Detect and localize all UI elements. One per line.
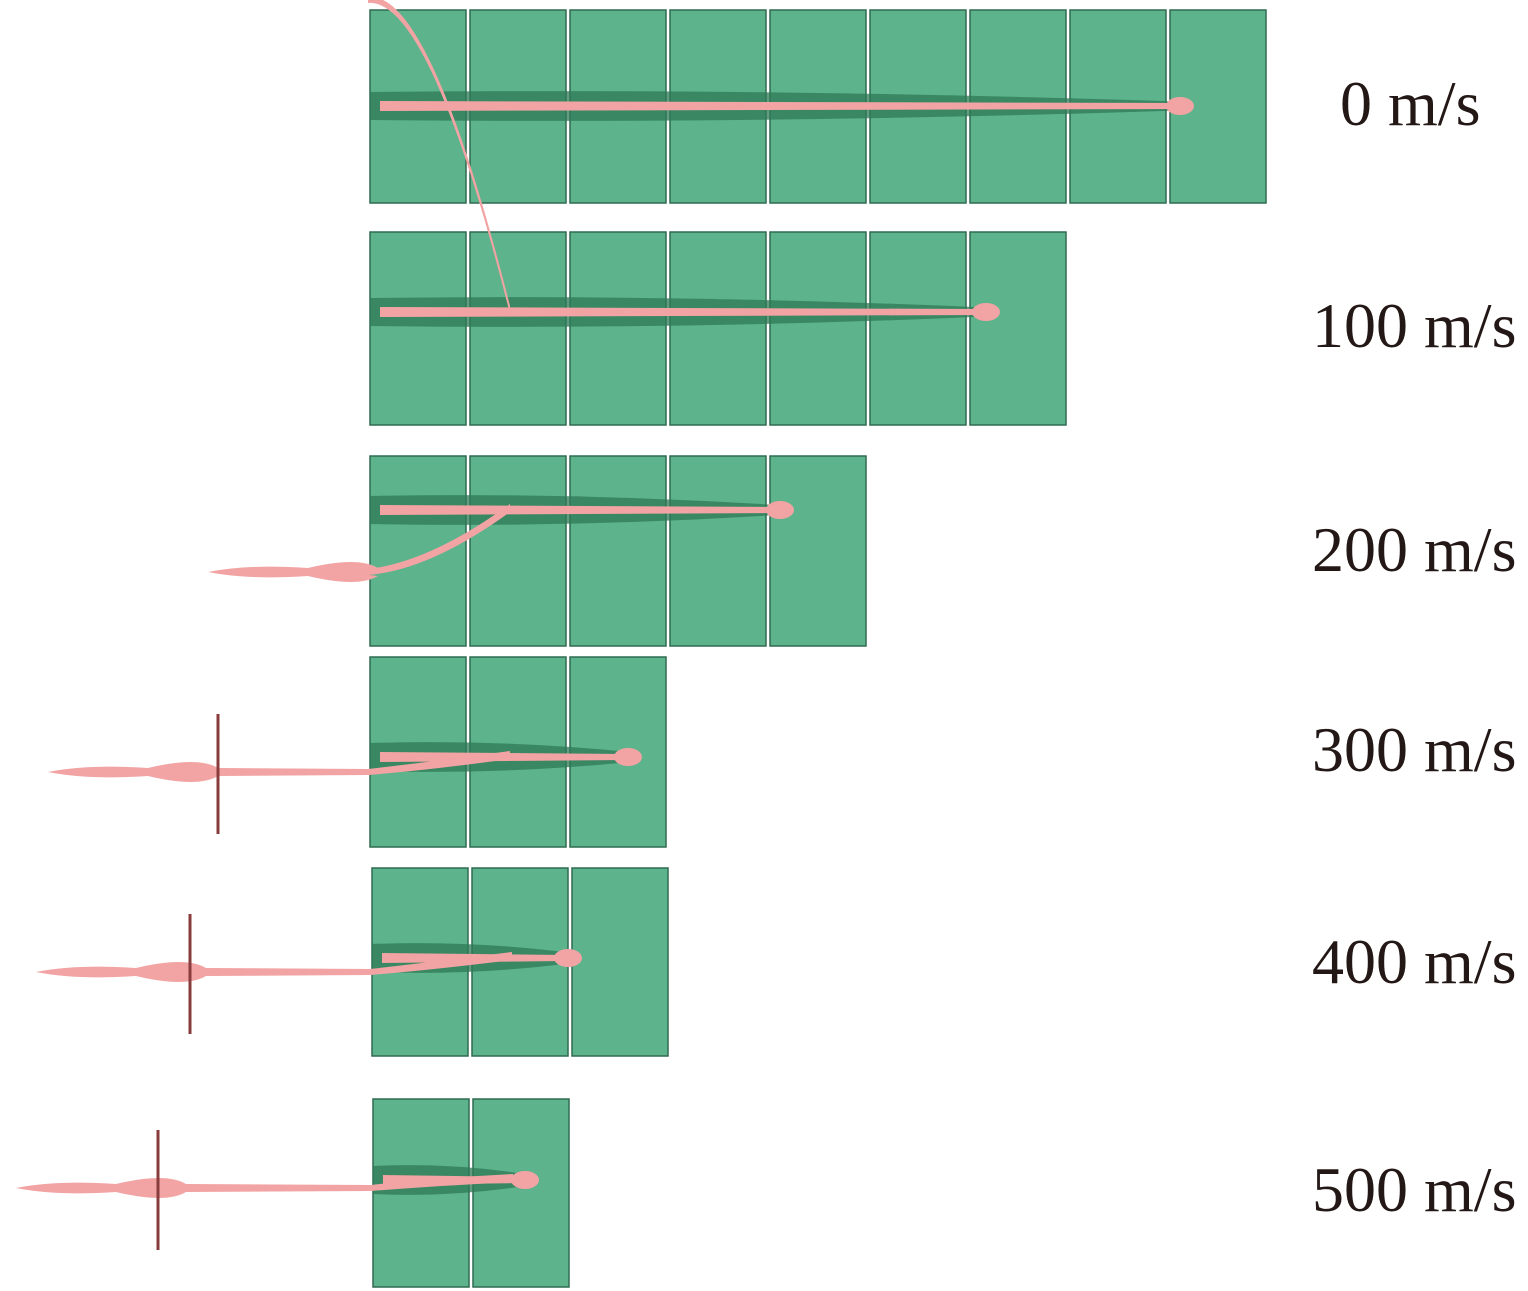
jet-tip [511,1171,539,1189]
jet-tip [554,949,582,967]
panel-0 [369,9,1267,204]
jet-outer [36,962,372,982]
jet-ramp [368,751,510,775]
target-plate [369,231,467,426]
target-plate [369,455,467,647]
jet-outer [208,562,378,582]
speed-label-300: 300 m/s [1312,714,1517,785]
jet-tip [1166,97,1194,115]
target-plate [569,455,667,647]
target-plate [669,455,767,647]
jet-core [380,101,1189,111]
jet-ramp [371,1174,513,1191]
target-plate [472,1098,570,1288]
target-plate [869,231,967,426]
target-plate [769,455,867,647]
jet-tip [972,303,1000,321]
jet-tip [766,501,794,519]
panel-4 [36,867,669,1057]
target-plate [469,231,567,426]
panel-3 [48,656,667,848]
panel-1 [368,0,1067,426]
speed-label-0: 0 m/s [1340,68,1481,139]
panel-5 [16,1098,570,1288]
jet-ramp [368,504,510,575]
jet-outer [16,1178,373,1198]
target-plate [669,231,767,426]
jet-core [380,307,995,317]
speed-label-400: 400 m/s [1312,926,1517,997]
speed-label-200: 200 m/s [1312,514,1517,585]
target-plate [969,231,1067,426]
speed-label-100: 100 m/s [1312,290,1517,361]
speed-label-500: 500 m/s [1312,1154,1517,1225]
target-plate [569,231,667,426]
target-plate [469,455,567,647]
jet-ramp [370,952,512,975]
panel-2 [208,455,867,647]
jet-tip [614,748,642,766]
target-plate [769,231,867,426]
target-plate [571,867,669,1057]
jet-core [380,505,789,515]
jet-outer [48,762,370,782]
